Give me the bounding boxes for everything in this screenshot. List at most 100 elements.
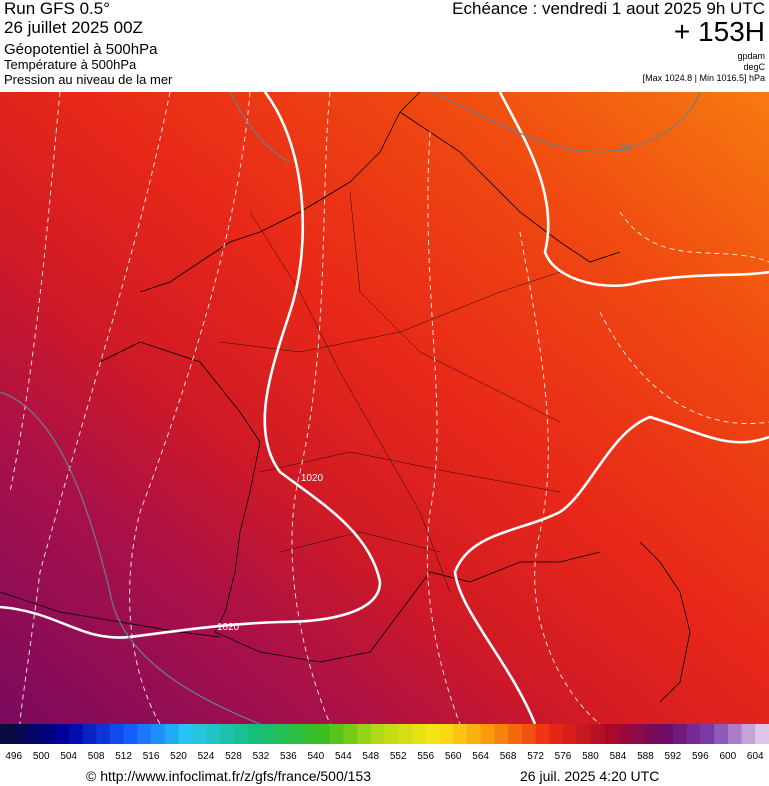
footer-source: © http://www.infoclimat.fr/z/gfs/france/… [86,768,371,784]
colorbar-swatch [13,724,28,744]
colorbar-swatch [631,724,646,744]
geopotential-label: -16 [617,143,632,154]
colorbar-label: 528 [225,751,242,762]
unit-temp: degC [743,62,765,72]
temperature-contours [9,92,769,724]
colorbar-label: 532 [253,751,270,762]
colorbar-label: 496 [5,751,22,762]
colorbar-swatch [727,724,743,744]
colorbar-label: 536 [280,751,297,762]
colorbar-label: 508 [88,751,105,762]
colorbar-swatch [123,724,138,744]
colorbar-swatch [302,724,317,744]
geopotential-contours [0,92,701,724]
colorbar-label: 524 [198,751,215,762]
colorbar-swatch [508,724,523,744]
colorbar-label: 560 [445,751,462,762]
colorbar-swatch [425,724,440,744]
footer-generated: 26 juil. 2025 4:20 UTC [520,768,660,784]
colorbar-swatch [714,724,729,744]
colorbar-swatch [0,724,15,744]
colorbar-swatch [686,724,701,744]
colorbar-label: 500 [33,751,50,762]
borders [219,191,561,593]
field-background [0,92,769,724]
unit-geo: gpdam [737,51,765,61]
colorbar-label: 576 [555,751,572,762]
lead-time: + 153H [673,16,765,47]
colorbar-swatch [576,724,591,744]
colorbar-label: 596 [692,751,709,762]
temperature-title: Température à 500hPa [4,57,137,72]
colorbar-swatch [54,724,70,744]
colorbar-swatch [453,724,468,744]
colorbar-swatch [700,724,715,744]
colorbar-swatch [109,724,125,744]
colorbar-swatch [151,724,166,744]
colorbar-swatch [480,724,495,744]
colorbar-swatch [41,724,56,744]
colorbar-swatch [741,724,756,744]
colorbar-label: 516 [143,751,160,762]
colorbar-swatch [384,724,399,744]
colorbar-label: 572 [527,751,544,762]
isobar-label: 1020 [301,473,324,484]
colorbar-swatch [247,724,262,744]
colorbar-swatch [466,724,482,744]
colorbar-label: 544 [335,751,352,762]
colorbar-swatch [164,724,180,744]
colorbar-swatch [535,724,550,744]
valid-time: Echéance : vendredi 1 aout 2025 9h UTC [452,0,765,18]
colorbar-swatch [192,724,207,744]
colorbar-swatch [755,724,769,744]
colorbar-swatch [260,724,276,744]
colorbar-label: 604 [747,751,764,762]
colorbar-label: 512 [115,751,132,762]
colorbar-label: 556 [417,751,434,762]
colorbar-label: 540 [307,751,324,762]
colorbar-swatch [27,724,42,744]
colorbar-swatch [645,724,660,744]
coastlines [0,92,691,703]
run-title: Run GFS 0.5° [4,0,111,18]
colorbar-swatch [137,724,152,744]
colorbar-swatch [370,724,385,744]
colorbar-label: 580 [582,751,599,762]
map: 1020 1020 -16 [0,92,769,724]
colorbar-label: 588 [637,751,654,762]
colorbar-swatch [343,724,358,744]
colorbar-swatch [219,724,234,744]
colorbar-swatch [96,724,111,744]
colorbar-label: 548 [362,751,379,762]
colorbar-swatch [439,724,454,744]
colorbar-label: 592 [665,751,682,762]
colorbar-swatch [329,724,344,744]
colorbar-swatch [549,724,564,744]
colorbar-label: 520 [170,751,187,762]
run-date: 26 juillet 2025 00Z [4,18,143,37]
colorbar-swatch [357,724,372,744]
colorbar-swatch [315,724,331,744]
colorbar-swatch [205,724,221,744]
colorbar-swatch [617,724,633,744]
colorbar-label: 600 [719,751,736,762]
colorbar-swatch [288,724,303,744]
colorbar-swatch [233,724,248,744]
colorbar-swatch [82,724,97,744]
colorbar-swatch [178,724,193,744]
colorbar-label: 568 [500,751,517,762]
colorbar-swatch [411,724,427,744]
colorbar-swatch [521,724,537,744]
colorbar-swatch [590,724,605,744]
field-title: Géopotentiel à 500hPa [4,41,158,58]
isobar-label: 1020 [217,622,240,633]
colorbar-swatch [672,724,688,744]
colorbar-label: 504 [60,751,77,762]
pressure-range: [Max 1024.8 | Min 1016.5] hPa [642,73,765,83]
colorbar: 496 500 504 508 512 516 520 524 528 532 536 540 544 5… [0,724,769,762]
colorbar-label: 584 [610,751,627,762]
colorbar-swatch [494,724,509,744]
colorbar-swatch [398,724,413,744]
colorbar-swatch [563,724,578,744]
